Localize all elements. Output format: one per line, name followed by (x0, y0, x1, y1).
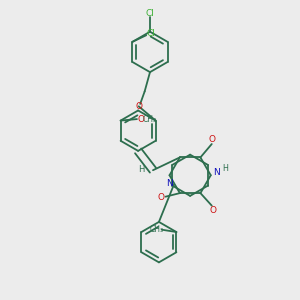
Text: N: N (166, 179, 173, 188)
Text: O: O (135, 102, 142, 111)
Text: O: O (208, 135, 215, 144)
Text: N: N (213, 168, 220, 177)
Text: O: O (209, 206, 216, 215)
Text: CH₃: CH₃ (149, 225, 163, 234)
Text: O: O (138, 115, 145, 124)
Text: H: H (138, 165, 144, 174)
Text: H: H (222, 164, 228, 173)
Text: CH₃: CH₃ (143, 115, 157, 124)
Text: O: O (157, 194, 164, 202)
Text: Cl: Cl (146, 9, 154, 18)
Text: Cl: Cl (147, 29, 156, 38)
